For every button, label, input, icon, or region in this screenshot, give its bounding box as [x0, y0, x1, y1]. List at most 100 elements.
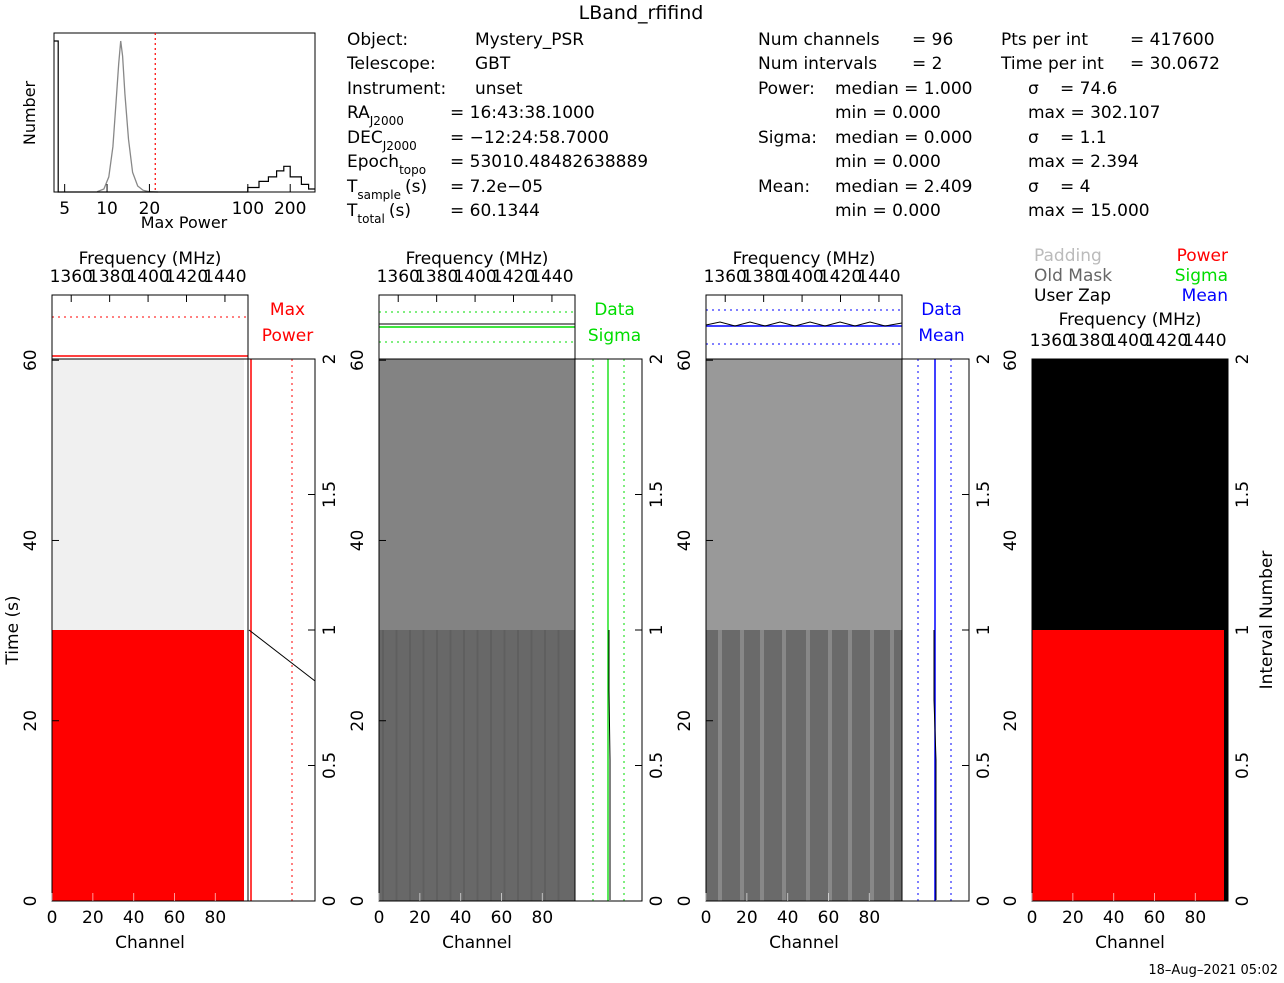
- stat-sigma-median: median = 0.000: [835, 128, 972, 148]
- mask-panel-ylabel-right: Interval Number: [1257, 551, 1277, 690]
- legend-user-zap: User Zap: [1034, 286, 1111, 306]
- legend: Padding Old Mask User Zap Power Sigma Me…: [1034, 246, 1228, 306]
- stat-power-max: max = 302.107: [1028, 103, 1160, 123]
- info-telescope-label: Telescope:: [346, 54, 436, 74]
- sigma-panel-interval-tick-label: 0.5: [647, 752, 667, 779]
- mask-panel-interval-tick-label: 2: [1233, 354, 1253, 365]
- mean-panel-block-0: [706, 630, 902, 901]
- stat-mean-label: Mean:: [758, 177, 810, 197]
- info-epoch-label: Epochtopo: [347, 152, 426, 177]
- stat-power-sigma: = 74.6: [1060, 79, 1118, 99]
- mask-panel-time-tick-label: 40: [1001, 530, 1021, 552]
- stat-sigma-sigma-symbol: σ: [1028, 128, 1039, 148]
- sigma-panel-stripe: [382, 630, 384, 901]
- mean-panel-top-label: Frequency (MHz): [733, 249, 876, 269]
- mean-panel-stripe: [828, 630, 832, 901]
- histogram-ylabel: Number: [20, 80, 39, 145]
- info-object-value: Mystery_PSR: [475, 30, 584, 50]
- power-panel-channel-tick-label: 40: [123, 908, 145, 928]
- power-panel-time-tick-label: 40: [21, 530, 41, 552]
- mask-panel-xlabel: Channel: [1095, 933, 1165, 953]
- stat-time-per-int-value: = 30.0672: [1130, 54, 1220, 74]
- power-panel-ylabel: Time (s): [3, 595, 23, 665]
- power-panel-interval-tick-label: 1: [320, 625, 340, 636]
- stat-num-channels-label: Num channels: [758, 30, 880, 50]
- mask-panel-interval-tick-label: 1.5: [1233, 481, 1253, 508]
- power-panel-freq-tick-label: 1360: [50, 267, 93, 287]
- power-panel-channel-tick-label: 20: [82, 908, 104, 928]
- power-panel-interval-tick-label: 1.5: [320, 481, 340, 508]
- stat-sigma-sigma: = 1.1: [1060, 128, 1107, 148]
- power-panel-interval-tick-label: 0.5: [320, 752, 340, 779]
- mask-panel-channel-tick-label: 60: [1144, 908, 1166, 928]
- stat-mean-max: max = 15.000: [1028, 201, 1150, 221]
- mean-panel-side-label-2: Mean: [918, 326, 964, 346]
- histogram-xtick-label: 10: [96, 199, 118, 219]
- mask-panel-channel-tick-label: 0: [1027, 908, 1038, 928]
- sigma-panel-time-tick-label: 20: [348, 710, 368, 732]
- stat-power-min: min = 0.000: [835, 103, 941, 123]
- power-panel-side-label-2: Power: [262, 326, 313, 346]
- plot-title: LBand_rfifind: [579, 2, 704, 24]
- mean-panel-stripe: [760, 630, 764, 901]
- power-panel-block-0: [52, 630, 248, 901]
- sigma-panel-interval-tick-label: 2: [647, 354, 667, 365]
- sigma-panel-interval-tick-label: 1: [647, 625, 667, 636]
- mean-panel-channel-tick-label: 60: [818, 908, 840, 928]
- mask-panel-block-0: [1032, 630, 1228, 901]
- mean-panel-block-1: [706, 359, 902, 630]
- sigma-panel-side-data: [608, 630, 611, 900]
- sigma-panel-block-1: [379, 359, 575, 630]
- mask-panel-time-tick-label: 0: [1001, 896, 1021, 907]
- power-panel-side-label-1: Max: [270, 300, 305, 320]
- info-epoch-value: = 53010.48482638889: [450, 152, 648, 172]
- stat-pts-per-int-value: = 417600: [1130, 30, 1215, 50]
- power-panel-xlabel: Channel: [115, 933, 185, 953]
- sigma-panel-stripe: [557, 630, 560, 901]
- mask-panel-freq-tick-label: 1420: [1145, 331, 1188, 351]
- mask-panel-image-frame: [1031, 358, 1229, 902]
- legend-sigma: Sigma: [1175, 266, 1228, 286]
- power-panel-interval-tick-label: 0: [320, 896, 340, 907]
- sigma-panel-channel-tick-label: 40: [450, 908, 472, 928]
- mean-panel-freq-tick-label: 1380: [742, 267, 785, 287]
- mask-panel-freq-tick-label: 1440: [1183, 331, 1226, 351]
- stat-pts-per-int-label: Pts per int: [1001, 30, 1088, 50]
- stat-mean-min: min = 0.000: [835, 201, 941, 221]
- power-panel-channel-tick-label: 80: [205, 908, 227, 928]
- mask-panel-freq-tick-label: 1360: [1030, 331, 1073, 351]
- mean-panel-side-data: [933, 630, 937, 900]
- histogram-ticks: 5 10 20 100 200: [59, 184, 306, 219]
- mask-panel-top-label: Frequency (MHz): [1059, 310, 1202, 330]
- sigma-panel-freq-tick-label: 1360: [377, 267, 420, 287]
- stat-sigma-label: Sigma:: [758, 128, 817, 148]
- sigma-panel-interval-tick-label: 1.5: [647, 481, 667, 508]
- sigma-panel-stripe: [409, 630, 411, 901]
- power-panel-channel-tick-label: 0: [47, 908, 58, 928]
- mean-panel-interval-tick-label: 1: [974, 625, 994, 636]
- stat-mean-sigma: = 4: [1060, 177, 1090, 197]
- histogram-xlabel: Max Power: [141, 213, 228, 232]
- mean-panel-interval-tick-label: 2: [974, 354, 994, 365]
- power-panel-freq-tick-label: 1440: [203, 267, 246, 287]
- mean-panel-freq-tick-label: 1360: [704, 267, 747, 287]
- mean-panel-time-tick-label: 60: [675, 349, 695, 371]
- mean-panel-time-tick-label: 0: [675, 896, 695, 907]
- mean-panel-freq-tick-label: 1420: [819, 267, 862, 287]
- sigma-panel-stripe: [449, 630, 452, 901]
- mean-panel-side-label-1: Data: [921, 300, 962, 320]
- mask-panel-interval-tick-label: 0.5: [1233, 752, 1253, 779]
- timestamp: 18–Aug–2021 05:02: [1148, 963, 1278, 978]
- mean-panel-freq-tick-label: 1440: [857, 267, 900, 287]
- power-panel-time-tick-label: 0: [21, 896, 41, 907]
- stat-num-channels-value: = 96: [912, 30, 953, 50]
- power-panel-top-label: Frequency (MHz): [79, 249, 222, 269]
- sigma-panel-channel-tick-label: 0: [374, 908, 385, 928]
- info-object-label: Object:: [347, 30, 408, 50]
- mean-panel-stripe: [782, 630, 786, 901]
- sigma-panel-stripe: [395, 630, 398, 901]
- info-telescope-value: GBT: [475, 54, 511, 74]
- stat-mean-sigma-symbol: σ: [1028, 177, 1039, 197]
- mean-panel-time-tick-label: 40: [675, 530, 695, 552]
- mean-panel-channel-tick-label: 0: [701, 908, 712, 928]
